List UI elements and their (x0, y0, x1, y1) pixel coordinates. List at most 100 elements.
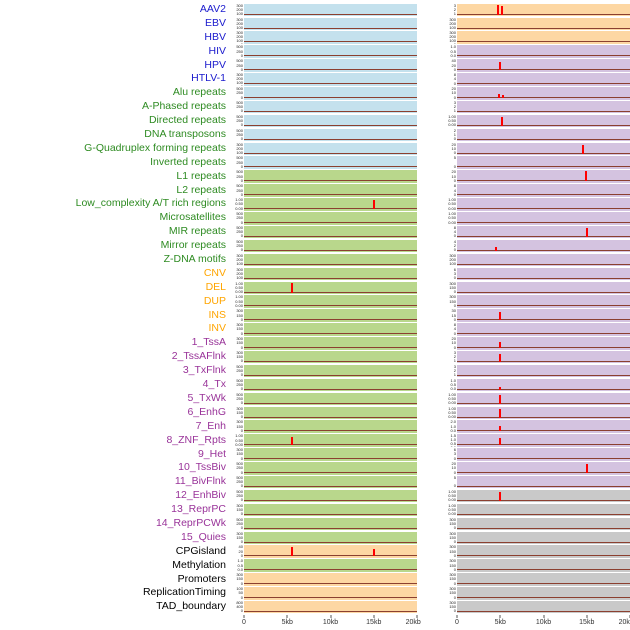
panel-gap (417, 204, 443, 205)
signal-baseline (244, 388, 417, 390)
panel-gap (417, 259, 443, 260)
y-tick-label: 100 (236, 260, 243, 266)
right-track-panel (457, 503, 630, 517)
y-tick-label: 300 (236, 503, 243, 508)
y-tick-label: 0 (240, 400, 243, 406)
signal-baseline (244, 333, 417, 335)
x-tick-label: 20kb (405, 619, 421, 627)
y-tick-label: 0 (454, 265, 456, 266)
track-label: 11_BivFlnk (174, 475, 226, 488)
track-row-ebv: EBV 3002001000 3002001000 (0, 17, 630, 31)
y-tick-label: 300 (236, 253, 243, 258)
y-tick-label: 300 (236, 337, 243, 342)
right-track-panel (457, 267, 630, 281)
signal-baseline (457, 333, 630, 335)
signal-baseline (244, 569, 417, 571)
y-tick-label: 2 (453, 128, 456, 133)
y-tick-label: 500 (236, 239, 243, 244)
track-row-promoters: Promoters 300 150 0 300 150 0 (0, 573, 630, 587)
track-label: G-Quadruplex forming repeats (84, 141, 226, 154)
y-tick-label: 0.00 (235, 441, 243, 447)
y-tick-label: 4 (453, 76, 456, 82)
panel-gap (417, 148, 443, 149)
y-tick-label: 100 (449, 260, 456, 266)
x-tick-label: 15kb (579, 619, 595, 627)
y-tick-label: 5 (453, 475, 456, 480)
y-tick-label: 100 (236, 24, 243, 30)
y-tick-label: 250 (236, 465, 243, 471)
signal-baseline (457, 527, 630, 529)
right-y-axis: 1.00 0.50 0.00 (443, 490, 457, 503)
signal-baseline (244, 208, 417, 210)
right-y-axis: 3210 (443, 365, 457, 378)
left-y-axis: 1.0 0.5 0.0 (230, 559, 244, 572)
track-row-14-reprpcwk: 14_ReprPCWk 500 250 0 300 150 0 (0, 517, 630, 531)
right-track-panel (457, 517, 630, 531)
y-tick-label: 6 (453, 267, 456, 272)
panel-gap (417, 468, 443, 469)
right-track-panel (457, 59, 630, 72)
y-tick-label: 0 (240, 594, 243, 600)
y-tick-label: 0 (241, 265, 243, 266)
y-tick-label: 2 (453, 367, 456, 373)
y-tick-label: 20 (451, 462, 456, 467)
signal-baseline (457, 583, 630, 585)
signal-baseline (244, 416, 417, 418)
track-label: Alu repeats (172, 86, 226, 99)
track-row-12-enhbiv: 12_EnhBiv 500 250 0 1.00 0.50 0.00 (0, 489, 630, 503)
track-label: HIV (208, 44, 226, 57)
y-tick-label: 2 (453, 243, 456, 249)
y-tick-label: 3 (453, 364, 456, 369)
signal-baseline (457, 41, 630, 43)
y-tick-label: 0.50 (448, 409, 456, 415)
signal-baseline (244, 152, 417, 154)
signal-spike (290, 546, 293, 557)
y-tick-label: 1 (453, 371, 456, 377)
x-tick-mark (286, 615, 288, 619)
y-tick-label: 0 (240, 136, 243, 142)
signal-baseline (244, 610, 417, 612)
right-track-panel (457, 600, 630, 614)
right-y-axis: 300 150 0 (443, 573, 457, 586)
y-tick-label: 300 (236, 573, 243, 578)
signal-baseline (457, 222, 630, 224)
y-tick-label: 150 (236, 576, 243, 582)
y-tick-label: 300 (236, 31, 243, 36)
left-y-axis: 500 250 0 (230, 156, 244, 169)
signal-spike (372, 199, 375, 210)
y-tick-label: 250 (236, 104, 243, 110)
left-y-axis: 40 20 0 (230, 545, 244, 558)
track-label: EBV (204, 16, 226, 29)
y-tick-label: 3 (453, 100, 456, 105)
signal-baseline (244, 555, 417, 557)
right-y-axis: 20 10 0 (443, 143, 457, 156)
track-label: DEL (205, 280, 226, 293)
right-track-panel (457, 3, 630, 17)
y-tick-label: 0 (453, 191, 456, 197)
y-tick-label: 300 (449, 295, 456, 300)
x-tick-label: 5kb (281, 619, 293, 627)
y-tick-label: 0.0 (237, 566, 243, 572)
track-label: 12_EnhBiv (175, 489, 226, 502)
y-tick-label: 10 (451, 90, 456, 96)
left-track-panel (244, 337, 417, 350)
track-label: HBV (204, 30, 226, 43)
y-tick-label: 250 (236, 118, 243, 124)
y-tick-label: 0.5 (450, 441, 456, 447)
x-tick-label: 0 (242, 619, 246, 627)
y-tick-label: 1.0 (450, 423, 456, 429)
left-track-panel (244, 114, 417, 128)
right-y-axis: 20 10 0 (443, 170, 457, 183)
y-tick-label: 0 (453, 525, 456, 531)
y-tick-label: 250 (236, 215, 243, 221)
panel-gap (417, 496, 443, 497)
left-y-axis: 300 150 0 (230, 448, 244, 461)
signal-baseline (244, 27, 417, 29)
y-tick-label: 250 (236, 90, 243, 96)
y-tick-label: 0 (240, 219, 243, 225)
track-row-8-znf-rpts: 8_ZNF_Rpts 1.000.500.00 1.51.00.50.0 (0, 434, 630, 448)
y-tick-label: 0.00 (448, 400, 456, 406)
